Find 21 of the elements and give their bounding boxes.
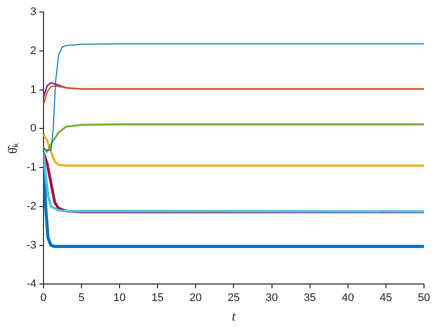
x-tick-label: 5	[78, 292, 85, 304]
y-tick-label: 3	[30, 6, 36, 18]
y-tick-label: -2	[26, 200, 36, 212]
x-tick-label: 20	[190, 292, 202, 304]
x-tick-label: 15	[151, 292, 164, 304]
x-tick-label: 45	[380, 292, 392, 304]
x-tick-label: 50	[418, 292, 430, 304]
x-tick-label: 0	[40, 292, 46, 304]
y-tick-label: -3	[26, 239, 36, 252]
y-tick-label: 0	[30, 122, 36, 135]
x-tick-label: 35	[304, 292, 316, 304]
x-tick-label: 10	[113, 292, 126, 304]
x-axis-title: t	[232, 308, 236, 324]
x-tick-label: 40	[342, 292, 354, 304]
y-tick-label: -4	[26, 278, 36, 290]
y-tick-label: 1	[30, 84, 36, 96]
y-tick-label: -1	[26, 162, 36, 174]
y-axis-title: θ̂ₖ	[5, 142, 20, 154]
x-tick-label: 30	[266, 292, 278, 304]
y-tick-label: 2	[30, 44, 36, 57]
x-tick-label: 25	[228, 292, 240, 304]
